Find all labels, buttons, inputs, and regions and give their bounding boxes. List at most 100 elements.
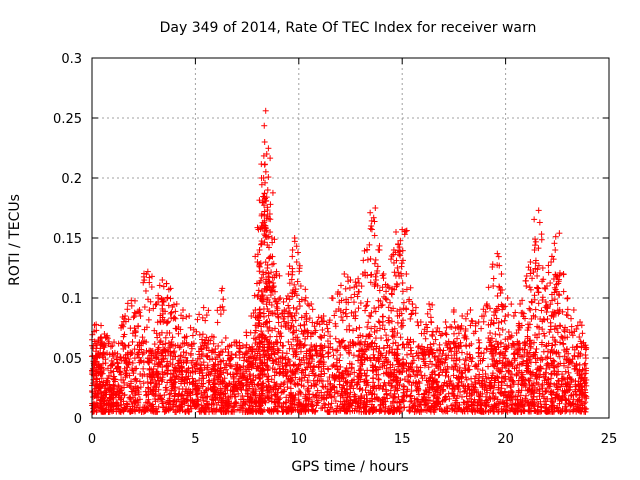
data-point (363, 302, 370, 309)
data-point (555, 377, 562, 384)
data-point (267, 155, 274, 162)
data-point (231, 339, 238, 346)
data-point (265, 327, 272, 334)
data-point (265, 174, 272, 181)
data-point (527, 343, 534, 350)
y-tick-label: 0.25 (53, 112, 82, 127)
data-point (508, 344, 515, 351)
data-point (510, 313, 517, 319)
data-point (163, 280, 170, 287)
data-point (554, 300, 561, 307)
data-point (422, 335, 429, 342)
data-point (428, 318, 435, 325)
data-point (459, 370, 466, 377)
data-point (409, 301, 416, 307)
data-point (487, 385, 494, 392)
data-point (466, 351, 473, 358)
data-point (166, 397, 173, 404)
data-point (494, 360, 501, 367)
data-point (355, 275, 362, 282)
data-point (117, 353, 124, 360)
data-point (527, 259, 534, 265)
data-point (554, 329, 561, 336)
data-point (124, 306, 131, 313)
data-point (498, 318, 505, 325)
data-point (155, 386, 162, 393)
data-point (351, 369, 358, 376)
data-point (576, 361, 583, 368)
data-point (556, 353, 563, 360)
data-point (292, 317, 299, 324)
data-point (261, 161, 268, 168)
data-point (489, 261, 496, 268)
data-point (121, 379, 128, 386)
data-point (376, 319, 383, 326)
data-point (412, 310, 419, 317)
data-point (351, 393, 358, 400)
data-point (359, 333, 366, 340)
data-point (199, 331, 206, 338)
data-point (442, 319, 449, 325)
data-point (498, 271, 505, 277)
data-point (277, 295, 284, 301)
data-point (527, 306, 534, 313)
data-point (503, 400, 510, 407)
data-point (341, 271, 348, 277)
data-point (171, 348, 178, 355)
data-point (423, 321, 430, 328)
data-point (264, 187, 271, 193)
data-point (351, 299, 358, 306)
data-point (523, 283, 530, 289)
data-point (280, 298, 287, 305)
data-point (390, 393, 397, 400)
data-point (397, 377, 404, 384)
data-point (111, 349, 118, 356)
data-point (394, 264, 401, 271)
data-point (224, 370, 231, 377)
data-point (332, 335, 339, 342)
data-point (479, 367, 486, 374)
data-point (160, 283, 167, 290)
data-point (416, 368, 423, 375)
data-point (544, 316, 551, 323)
data-point (183, 349, 190, 356)
data-point (220, 296, 227, 303)
data-point (266, 254, 273, 261)
data-point (118, 371, 125, 378)
data-point (159, 277, 166, 283)
data-point (367, 225, 374, 232)
data-point (565, 364, 572, 371)
data-point (274, 403, 281, 410)
data-point (151, 341, 158, 348)
data-point (167, 360, 174, 367)
data-point (149, 390, 156, 397)
data-point (458, 349, 465, 356)
data-point (383, 288, 390, 295)
data-point (505, 311, 512, 318)
data-point (392, 229, 399, 235)
data-point (483, 302, 490, 309)
data-point (363, 303, 370, 310)
data-point (545, 262, 552, 269)
data-point (423, 397, 430, 404)
data-point (410, 357, 417, 364)
data-point (272, 356, 279, 363)
data-point (126, 382, 133, 389)
data-point (255, 287, 262, 294)
data-point (386, 314, 393, 321)
data-point (355, 288, 362, 295)
data-point (390, 340, 397, 347)
data-point (417, 402, 424, 409)
data-point (564, 306, 571, 313)
data-point (502, 355, 509, 362)
data-point (309, 408, 316, 415)
data-point (563, 311, 570, 318)
data-point (496, 283, 503, 290)
data-point (148, 273, 155, 280)
data-point (522, 277, 529, 284)
data-point (187, 350, 194, 357)
data-point (360, 257, 367, 264)
data-point (552, 233, 559, 240)
data-point (483, 345, 490, 352)
